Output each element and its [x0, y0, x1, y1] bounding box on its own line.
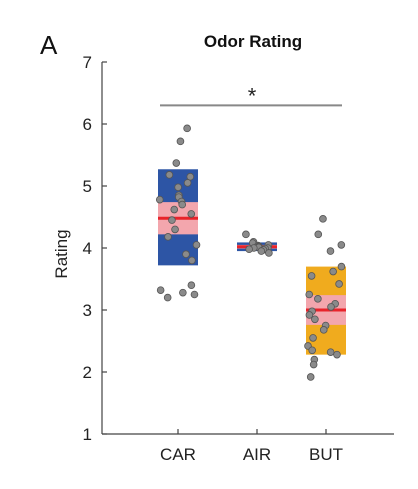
y-tick-label: 7	[83, 53, 92, 72]
data-point-car	[156, 286, 165, 294]
y-tick-label: 3	[83, 301, 92, 320]
y-tick-label: 6	[83, 115, 92, 134]
x-tick-label: CAR	[160, 445, 196, 464]
data-point-car	[187, 210, 196, 218]
data-point-car	[192, 241, 201, 249]
data-point-car	[176, 137, 185, 146]
data-point-but	[319, 326, 328, 334]
data-point-but	[308, 346, 316, 355]
data-point-but	[335, 280, 343, 288]
x-tick-label: BUT	[309, 445, 343, 464]
data-point-car	[190, 290, 199, 299]
data-point-but	[327, 303, 335, 311]
data-point-car	[165, 171, 174, 179]
data-point-but	[305, 311, 314, 319]
data-point-but	[337, 262, 346, 271]
data-point-car	[170, 205, 179, 214]
chart-title: Odor Rating	[204, 32, 302, 51]
data-point-car	[188, 256, 196, 265]
data-point-car	[174, 183, 182, 192]
data-point-car	[164, 233, 172, 241]
data-point-car	[187, 281, 196, 290]
data-point-car	[171, 225, 179, 234]
data-point-but	[314, 295, 322, 303]
x-tick-label: AIR	[243, 445, 271, 464]
data-point-but	[333, 350, 341, 359]
data-point-car	[179, 288, 187, 297]
data-point-air	[265, 249, 273, 257]
data-point-but	[309, 360, 318, 369]
data-point-but	[326, 247, 335, 255]
data-point-but	[314, 230, 323, 239]
data-point-car	[178, 200, 187, 209]
y-axis-label: Rating	[52, 229, 71, 278]
data-point-but	[306, 373, 315, 381]
significance-marker: *	[248, 83, 257, 108]
data-point-but	[337, 241, 346, 249]
data-point-car	[182, 250, 190, 259]
data-point-but	[307, 272, 316, 280]
data-point-air	[242, 230, 250, 239]
data-point-but	[311, 315, 319, 324]
data-point-car	[172, 159, 181, 167]
y-tick-label: 5	[83, 177, 92, 196]
data-point-car	[183, 124, 191, 133]
data-point-but	[326, 348, 335, 356]
data-point-car	[183, 179, 192, 187]
y-tick-label: 4	[83, 239, 92, 258]
data-point-car	[186, 172, 195, 181]
data-point-car	[163, 293, 172, 302]
data-point-but	[329, 267, 337, 276]
data-point-car	[168, 216, 176, 224]
data-point-but	[305, 290, 314, 299]
data-point-air	[257, 247, 266, 255]
plot-area: 1 2 3 4 5 6 7 CAR AIR BUT *	[83, 53, 394, 464]
y-tick-label: 2	[83, 363, 92, 382]
panel-label: A	[40, 30, 58, 60]
y-tick-label: 1	[83, 425, 92, 444]
data-point-car	[155, 195, 164, 204]
data-point-but	[319, 215, 327, 223]
data-point-but	[309, 334, 317, 342]
data-point-air	[245, 245, 253, 254]
